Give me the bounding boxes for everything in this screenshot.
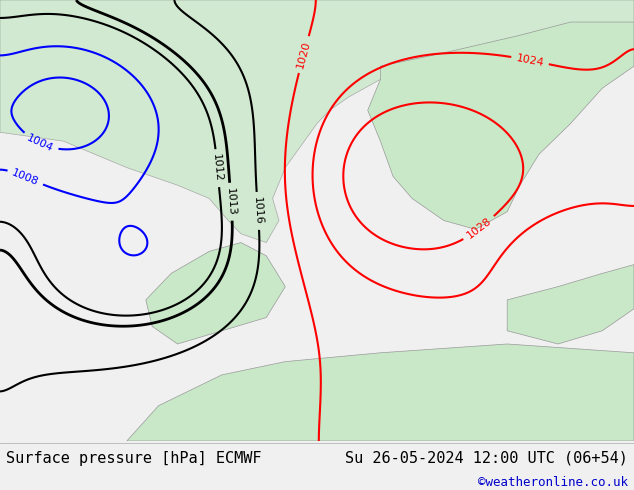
Text: 1004: 1004 [25, 133, 55, 154]
Text: 1013: 1013 [225, 187, 237, 216]
Text: 1008: 1008 [11, 167, 41, 187]
Polygon shape [507, 265, 634, 344]
Text: 1020: 1020 [295, 40, 312, 70]
Polygon shape [146, 243, 285, 344]
Polygon shape [368, 22, 634, 229]
Polygon shape [127, 344, 634, 441]
Text: ©weatheronline.co.uk: ©weatheronline.co.uk [477, 476, 628, 489]
Text: Surface pressure [hPa] ECMWF: Surface pressure [hPa] ECMWF [6, 451, 262, 465]
Text: 1024: 1024 [515, 53, 545, 68]
Text: 1016: 1016 [252, 196, 264, 225]
Text: 1012: 1012 [211, 154, 224, 183]
Text: 1028: 1028 [465, 216, 493, 241]
Polygon shape [0, 0, 634, 243]
Text: Su 26-05-2024 12:00 UTC (06+54): Su 26-05-2024 12:00 UTC (06+54) [345, 451, 628, 465]
